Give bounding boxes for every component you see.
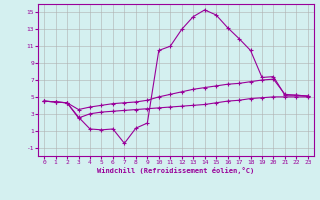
X-axis label: Windchill (Refroidissement éolien,°C): Windchill (Refroidissement éolien,°C) [97, 167, 255, 174]
